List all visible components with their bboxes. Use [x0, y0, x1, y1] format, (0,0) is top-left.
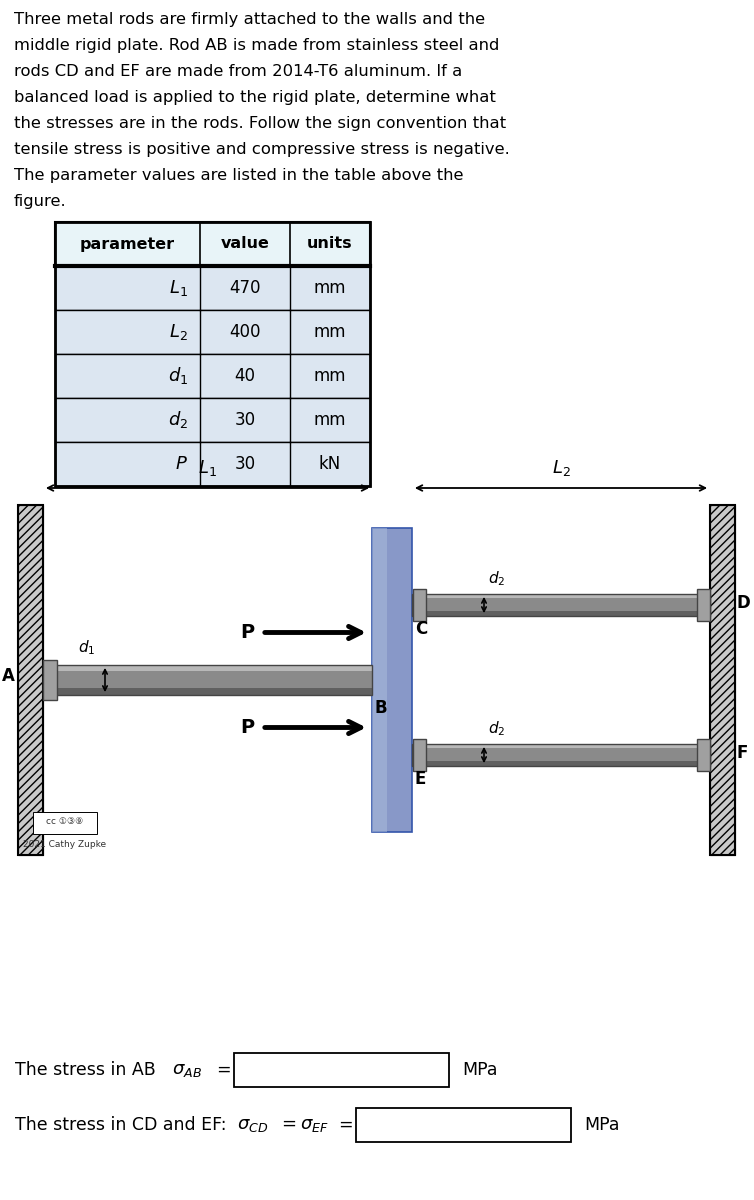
- Bar: [412, 744, 710, 766]
- Bar: [55, 310, 370, 354]
- Text: MPa: MPa: [462, 1061, 498, 1079]
- Bar: [710, 505, 735, 854]
- Bar: [412, 594, 710, 616]
- Bar: [55, 354, 370, 398]
- Bar: [710, 505, 735, 854]
- Text: =: =: [216, 1061, 231, 1079]
- Bar: [412, 739, 425, 770]
- Text: A: A: [2, 667, 15, 685]
- Text: balanced load is applied to the rigid plate, determine what: balanced load is applied to the rigid pl…: [14, 90, 496, 104]
- Bar: [412, 599, 710, 611]
- Text: $L_2$: $L_2$: [169, 322, 188, 342]
- Text: E: E: [415, 770, 426, 788]
- Text: value: value: [221, 236, 269, 252]
- Text: 40: 40: [234, 367, 256, 385]
- Bar: [372, 528, 388, 832]
- Text: =: =: [338, 1116, 353, 1134]
- Bar: [697, 589, 710, 622]
- Text: P: P: [240, 718, 254, 737]
- Bar: [356, 1108, 571, 1142]
- Text: $d_2$: $d_2$: [168, 409, 188, 431]
- Text: The stress in CD and EF:: The stress in CD and EF:: [15, 1116, 232, 1134]
- Bar: [43, 665, 372, 695]
- Bar: [55, 398, 370, 442]
- Text: kN: kN: [319, 455, 341, 473]
- Text: cc ①③⑨: cc ①③⑨: [47, 817, 84, 827]
- Bar: [372, 528, 412, 832]
- Bar: [43, 671, 372, 688]
- Text: Three metal rods are firmly attached to the walls and the: Three metal rods are firmly attached to …: [14, 12, 485, 26]
- Text: 470: 470: [229, 278, 261, 296]
- Text: $d_2$: $d_2$: [488, 719, 505, 738]
- Bar: [18, 505, 43, 854]
- Text: 400: 400: [229, 323, 261, 341]
- Bar: [43, 665, 372, 671]
- Text: tensile stress is positive and compressive stress is negative.: tensile stress is positive and compressi…: [14, 142, 510, 157]
- Text: 30: 30: [234, 410, 256, 428]
- Text: middle rigid plate. Rod AB is made from stainless steel and: middle rigid plate. Rod AB is made from …: [14, 38, 499, 53]
- Text: C: C: [415, 620, 428, 638]
- Bar: [55, 222, 370, 266]
- Text: 30: 30: [234, 455, 256, 473]
- Text: mm: mm: [314, 278, 346, 296]
- Text: D: D: [737, 594, 751, 612]
- Text: F: F: [737, 744, 749, 762]
- Text: The parameter values are listed in the table above the: The parameter values are listed in the t…: [14, 168, 464, 182]
- Bar: [412, 589, 425, 622]
- Text: $d_2$: $d_2$: [488, 569, 505, 588]
- Bar: [55, 442, 370, 486]
- Bar: [412, 749, 710, 761]
- Text: P: P: [240, 623, 254, 642]
- Bar: [412, 744, 710, 749]
- Text: $d_1$: $d_1$: [78, 638, 96, 658]
- Text: mm: mm: [314, 367, 346, 385]
- Text: $= \sigma_{EF}$: $= \sigma_{EF}$: [278, 1116, 329, 1134]
- Text: $L_1$: $L_1$: [169, 278, 188, 298]
- Text: mm: mm: [314, 410, 346, 428]
- Text: 2021 Cathy Zupke: 2021 Cathy Zupke: [23, 840, 106, 850]
- Text: mm: mm: [314, 323, 346, 341]
- Text: units: units: [307, 236, 353, 252]
- Bar: [43, 660, 57, 700]
- Text: the stresses are in the rods. Follow the sign convention that: the stresses are in the rods. Follow the…: [14, 116, 506, 131]
- Text: $d_1$: $d_1$: [167, 366, 188, 386]
- Bar: [55, 266, 370, 310]
- Bar: [18, 505, 43, 854]
- Text: parameter: parameter: [80, 236, 175, 252]
- Text: $P$: $P$: [175, 455, 188, 473]
- Bar: [43, 688, 372, 695]
- Text: $L_1$: $L_1$: [198, 458, 217, 478]
- Text: figure.: figure.: [14, 194, 66, 209]
- Bar: [697, 739, 710, 770]
- Text: The stress in AB: The stress in AB: [15, 1061, 161, 1079]
- Text: $L_2$: $L_2$: [552, 458, 570, 478]
- Text: $\sigma_{AB}$: $\sigma_{AB}$: [172, 1061, 202, 1079]
- Bar: [412, 761, 710, 766]
- Bar: [412, 611, 710, 616]
- Bar: [55, 222, 370, 486]
- Text: rods CD and EF are made from 2014-T6 aluminum. If a: rods CD and EF are made from 2014-T6 alu…: [14, 64, 462, 79]
- Bar: [234, 1054, 449, 1087]
- Text: $\sigma_{CD}$: $\sigma_{CD}$: [237, 1116, 268, 1134]
- Text: MPa: MPa: [584, 1116, 620, 1134]
- Text: B: B: [374, 698, 387, 716]
- Bar: [33, 812, 97, 834]
- Bar: [412, 594, 710, 599]
